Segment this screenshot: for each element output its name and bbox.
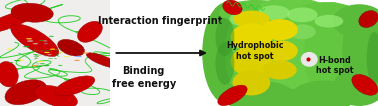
Ellipse shape	[263, 60, 297, 80]
Ellipse shape	[262, 19, 298, 40]
Text: Binding
free energy: Binding free energy	[112, 66, 176, 89]
FancyBboxPatch shape	[0, 0, 121, 106]
Ellipse shape	[289, 24, 316, 39]
Ellipse shape	[37, 61, 43, 62]
Ellipse shape	[14, 60, 19, 61]
Ellipse shape	[0, 9, 37, 33]
Ellipse shape	[314, 15, 343, 28]
Ellipse shape	[17, 60, 23, 61]
Ellipse shape	[202, 2, 251, 104]
Ellipse shape	[33, 54, 38, 55]
Ellipse shape	[26, 38, 32, 39]
Text: Hydrophobic
hot spot: Hydrophobic hot spot	[226, 41, 284, 61]
Ellipse shape	[367, 32, 378, 85]
Ellipse shape	[11, 3, 53, 22]
Ellipse shape	[75, 56, 82, 57]
Ellipse shape	[32, 65, 38, 66]
Ellipse shape	[9, 62, 13, 63]
Ellipse shape	[291, 2, 359, 28]
Ellipse shape	[287, 7, 318, 22]
Ellipse shape	[219, 0, 295, 25]
Ellipse shape	[35, 63, 42, 64]
Ellipse shape	[262, 40, 298, 61]
Ellipse shape	[23, 46, 29, 47]
Ellipse shape	[231, 47, 272, 76]
Ellipse shape	[43, 65, 50, 66]
Ellipse shape	[47, 54, 52, 55]
Ellipse shape	[40, 63, 45, 64]
Ellipse shape	[36, 66, 43, 67]
Ellipse shape	[82, 52, 89, 54]
Ellipse shape	[215, 18, 234, 56]
Ellipse shape	[77, 21, 102, 42]
Ellipse shape	[258, 5, 290, 20]
Ellipse shape	[333, 68, 378, 106]
Ellipse shape	[39, 40, 43, 41]
Ellipse shape	[5, 80, 46, 105]
Ellipse shape	[74, 60, 80, 61]
Ellipse shape	[229, 12, 258, 26]
Ellipse shape	[352, 74, 378, 95]
Ellipse shape	[231, 23, 272, 51]
Ellipse shape	[304, 2, 361, 104]
Ellipse shape	[44, 52, 50, 53]
Ellipse shape	[34, 85, 77, 106]
Ellipse shape	[218, 85, 247, 106]
Ellipse shape	[333, 4, 378, 38]
Ellipse shape	[11, 24, 59, 56]
FancyBboxPatch shape	[110, 0, 231, 106]
Ellipse shape	[359, 11, 378, 28]
Ellipse shape	[58, 39, 84, 56]
Ellipse shape	[215, 42, 234, 85]
Ellipse shape	[219, 81, 295, 106]
Ellipse shape	[257, 89, 325, 106]
Ellipse shape	[223, 0, 242, 15]
Ellipse shape	[43, 40, 47, 41]
Ellipse shape	[6, 48, 12, 50]
Ellipse shape	[301, 52, 318, 67]
Ellipse shape	[44, 43, 48, 44]
Ellipse shape	[257, 0, 325, 19]
Ellipse shape	[55, 76, 95, 96]
Ellipse shape	[50, 49, 55, 50]
Ellipse shape	[225, 0, 282, 106]
Ellipse shape	[0, 61, 18, 87]
Text: H-bond
hot spot: H-bond hot spot	[316, 56, 353, 75]
Text: Interaction fingerprint: Interaction fingerprint	[98, 16, 223, 26]
Ellipse shape	[64, 56, 69, 57]
Ellipse shape	[249, 0, 310, 106]
Ellipse shape	[232, 70, 270, 95]
Ellipse shape	[49, 36, 54, 37]
Ellipse shape	[17, 60, 21, 61]
Ellipse shape	[291, 81, 359, 106]
Ellipse shape	[259, 22, 285, 37]
Ellipse shape	[232, 28, 256, 40]
Ellipse shape	[58, 65, 62, 66]
Ellipse shape	[342, 5, 378, 101]
Ellipse shape	[86, 53, 119, 68]
Ellipse shape	[33, 43, 38, 44]
Ellipse shape	[276, 0, 336, 106]
Ellipse shape	[27, 40, 33, 42]
Ellipse shape	[60, 52, 64, 53]
Ellipse shape	[233, 11, 270, 28]
